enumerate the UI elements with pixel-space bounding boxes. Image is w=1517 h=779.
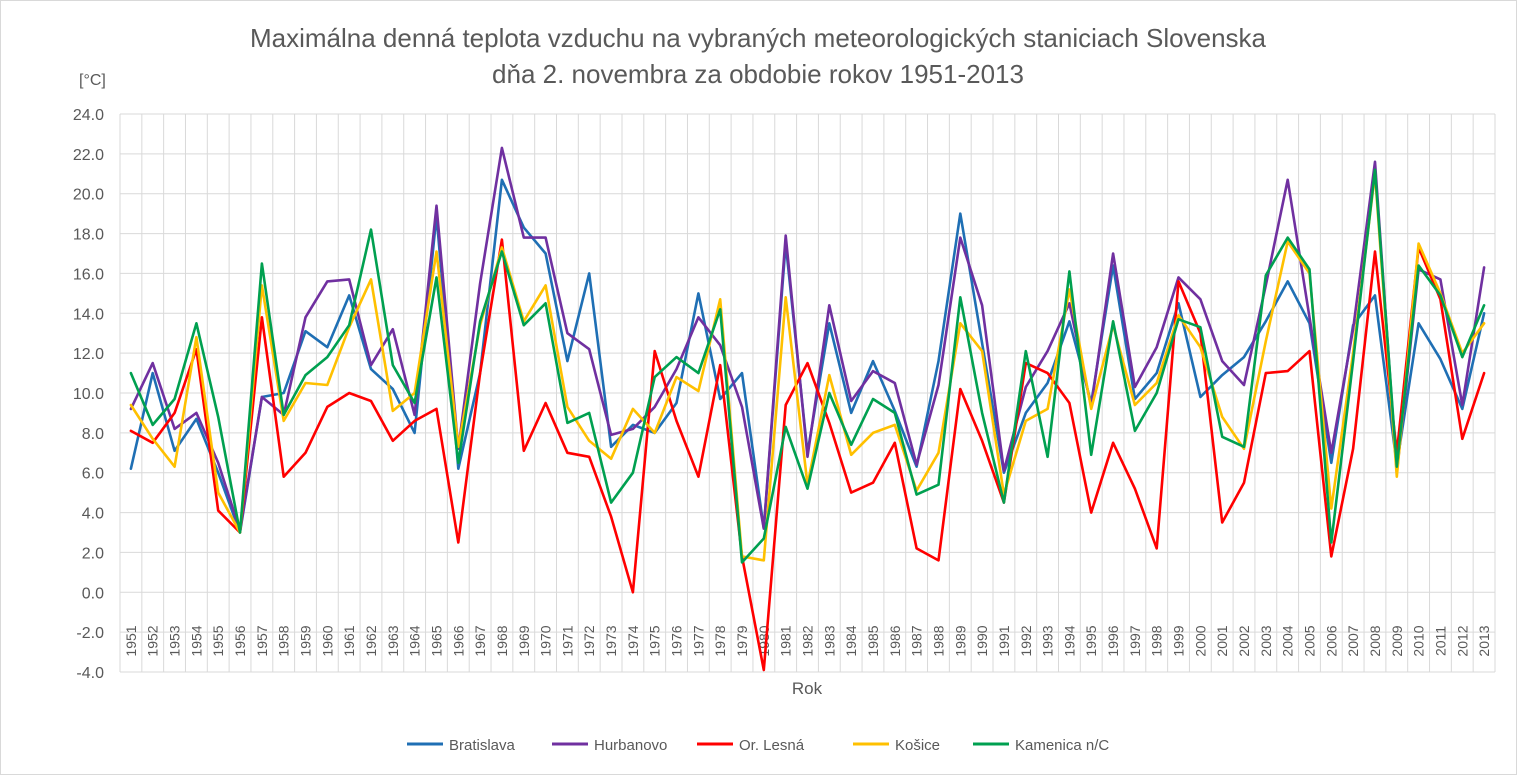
x-tick-label: 1963 <box>385 625 401 656</box>
series-line-or-lesn- <box>129 238 1486 672</box>
x-tick-label: 2002 <box>1236 625 1252 656</box>
x-tick-label: 1971 <box>559 625 575 656</box>
x-tick-label: 1967 <box>472 625 488 656</box>
x-tick-label: 1985 <box>865 625 881 656</box>
x-tick-label: 1959 <box>298 625 314 656</box>
series-line-ko-ice <box>129 172 1486 562</box>
x-tick-label: 1957 <box>254 625 270 656</box>
x-tick-label: 1958 <box>276 625 292 656</box>
x-tick-label: 1990 <box>974 625 990 656</box>
chart-title-line2: dňa 2. novembra za obdobie rokov 1951-20… <box>492 59 1024 89</box>
x-tick-label: 2008 <box>1367 625 1383 656</box>
x-tick-label: 1973 <box>603 625 619 656</box>
y-tick-label: 24.0 <box>73 107 104 124</box>
legend: Bratislava Hurbanovo Or. Lesná Košice Kameni… <box>407 737 1109 754</box>
x-tick-label: 1975 <box>647 625 663 656</box>
y-axis-unit-label: [°C] <box>79 72 106 89</box>
x-tick-label: 1992 <box>1018 625 1034 656</box>
x-tick-label: 2011 <box>1432 626 1448 656</box>
x-tick-label: 1983 <box>821 625 837 656</box>
legend-label: Or. Lesná <box>739 737 805 754</box>
y-axis-ticks: -4.0 -2.0 0.0 2.0 4.0 6.0 8.0 10.0 12.0 14.0 16.0 1… <box>73 107 104 682</box>
x-tick-label: 1986 <box>887 625 903 656</box>
x-tick-label: 1952 <box>145 625 161 656</box>
y-tick-label: 10.0 <box>73 386 104 403</box>
x-axis-ticks: 1951 1952 1953 1954 1955 1956 1957 1958 1959 1960… <box>123 625 1492 656</box>
y-tick-label: 14.0 <box>73 306 104 323</box>
x-tick-label: 2006 <box>1323 625 1339 656</box>
x-tick-label: 1964 <box>407 625 423 656</box>
legend-label: Bratislava <box>449 737 516 754</box>
x-tick-label: 1979 <box>734 625 750 656</box>
x-tick-label: 1989 <box>952 625 968 656</box>
y-tick-label: 8.0 <box>82 426 104 443</box>
x-tick-label: 1969 <box>516 625 532 656</box>
legend-label: Hurbanovo <box>594 737 667 754</box>
series-line-hurbanovo <box>129 146 1486 532</box>
x-tick-label: 1998 <box>1149 625 1165 656</box>
x-tick-label: 1999 <box>1171 625 1187 656</box>
y-tick-label: 16.0 <box>73 266 104 283</box>
x-tick-label: 1982 <box>800 625 816 656</box>
x-tick-label: 1955 <box>210 625 226 656</box>
y-tick-label: -4.0 <box>76 665 104 682</box>
series-lines <box>129 146 1486 672</box>
x-tick-label: 1993 <box>1040 625 1056 656</box>
x-tick-label: 2012 <box>1454 625 1470 656</box>
x-tick-label: 2001 <box>1214 625 1230 656</box>
x-tick-label: 2005 <box>1301 625 1317 656</box>
legend-label: Košice <box>895 737 940 754</box>
x-tick-label: 1968 <box>494 625 510 656</box>
x-tick-label: 1981 <box>778 625 794 656</box>
x-tick-label: 2010 <box>1411 625 1427 656</box>
x-tick-label: 1953 <box>167 625 183 656</box>
x-tick-label: 1956 <box>232 625 248 656</box>
y-tick-label: 2.0 <box>82 545 104 562</box>
x-tick-label: 1970 <box>538 625 554 656</box>
x-tick-label: 1972 <box>581 625 597 656</box>
x-tick-label: 1965 <box>428 625 444 656</box>
x-tick-label: 1974 <box>625 625 641 656</box>
x-axis-label: Rok <box>792 679 823 698</box>
x-tick-label: 1978 <box>712 625 728 656</box>
x-tick-label: 2003 <box>1258 625 1274 656</box>
x-tick-label: 1995 <box>1083 625 1099 656</box>
x-tick-label: 1961 <box>341 625 357 656</box>
x-tick-label: 1976 <box>669 625 685 656</box>
x-tick-label: 2007 <box>1345 625 1361 656</box>
y-tick-label: 12.0 <box>73 346 104 363</box>
legend-label: Kamenica n/C <box>1015 737 1109 754</box>
x-tick-label: 1996 <box>1105 625 1121 656</box>
y-tick-label: 18.0 <box>73 227 104 244</box>
series-line-kamenica-n-c <box>129 168 1486 564</box>
y-tick-label: 6.0 <box>82 466 104 483</box>
y-tick-label: 4.0 <box>82 506 104 523</box>
y-tick-label: 22.0 <box>73 147 104 164</box>
x-tick-label: 1977 <box>690 625 706 656</box>
y-tick-label: 20.0 <box>73 187 104 204</box>
x-tick-label: 1994 <box>1061 625 1077 656</box>
x-tick-label: 1984 <box>843 625 859 656</box>
gridlines <box>119 113 1496 673</box>
x-tick-label: 1962 <box>363 625 379 656</box>
x-tick-label: 1951 <box>123 625 139 656</box>
y-tick-label: -2.0 <box>76 625 104 642</box>
x-tick-label: 1988 <box>930 625 946 656</box>
x-tick-label: 1960 <box>319 625 335 656</box>
x-tick-label: 1987 <box>909 625 925 656</box>
chart-title-line1: Maximálna denná teplota vzduchu na vybra… <box>250 23 1267 53</box>
x-tick-label: 1997 <box>1127 625 1143 656</box>
x-tick-label: 2004 <box>1280 625 1296 656</box>
x-tick-label: 2013 <box>1476 625 1492 656</box>
x-tick-label: 2000 <box>1192 625 1208 656</box>
x-tick-label: 2009 <box>1389 625 1405 656</box>
x-tick-label: 1954 <box>188 625 204 656</box>
x-tick-label: 1966 <box>450 625 466 656</box>
x-tick-label: 1991 <box>996 625 1012 656</box>
y-tick-label: 0.0 <box>82 585 104 602</box>
